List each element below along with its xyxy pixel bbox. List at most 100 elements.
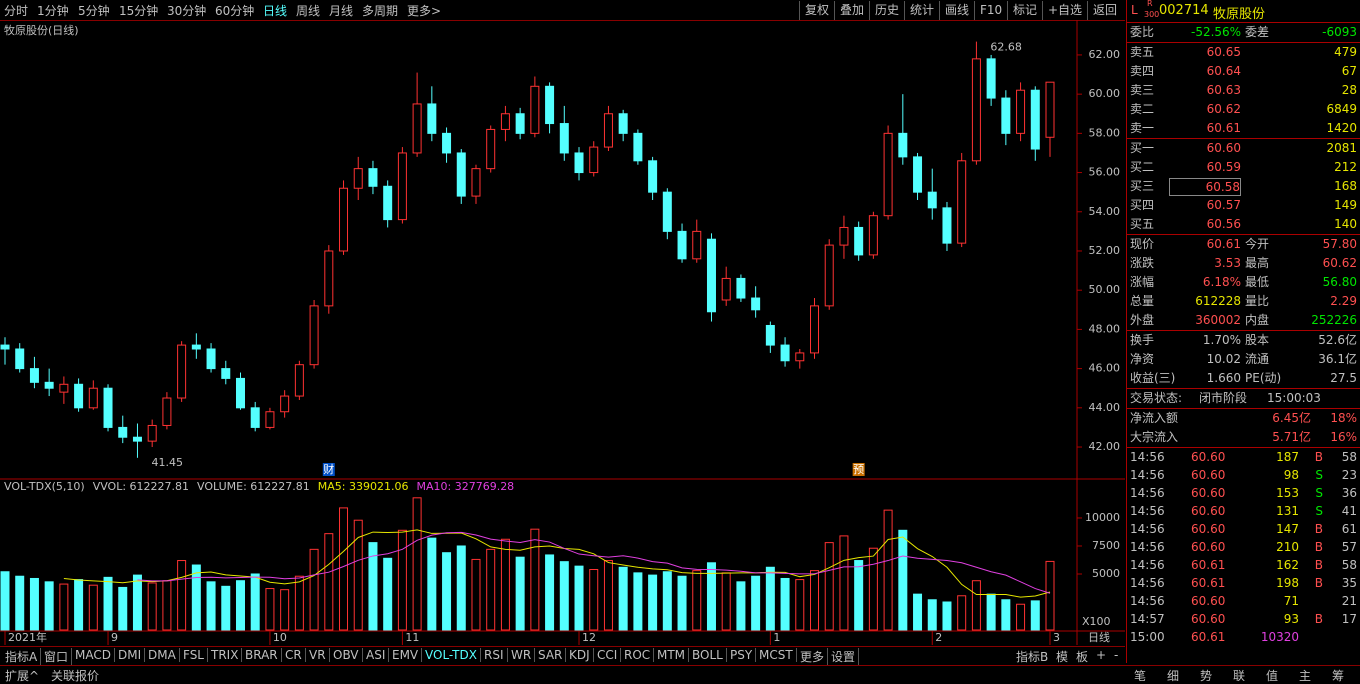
- price: 60.62: [1206, 102, 1241, 116]
- volume-bar: [206, 581, 216, 631]
- toolbar-button[interactable]: 历史: [869, 1, 904, 20]
- indicator-tab[interactable]: VR: [306, 648, 330, 662]
- volume: 28: [1341, 83, 1357, 97]
- volume-bar: [1030, 600, 1040, 631]
- y-tick-label: 56.00: [1089, 166, 1121, 179]
- indicator-tab[interactable]: 指标A: [2, 648, 42, 665]
- period-tab[interactable]: 5分钟: [78, 4, 110, 18]
- volume: 149: [1334, 198, 1357, 212]
- indicator-tab[interactable]: +: [1096, 648, 1107, 662]
- indicator-tab[interactable]: 模: [1056, 650, 1069, 664]
- candle-body: [118, 426, 128, 438]
- indicator-tab[interactable]: CCI: [594, 648, 622, 662]
- indicator-tab[interactable]: DMA: [145, 648, 180, 662]
- quote-tab[interactable]: 细: [1167, 669, 1180, 683]
- quote-tab[interactable]: 联: [1233, 669, 1246, 683]
- quote-tab[interactable]: 主: [1299, 669, 1312, 683]
- indicator-tab[interactable]: 板: [1076, 650, 1089, 664]
- period-tab[interactable]: 60分钟: [215, 4, 255, 18]
- candle-body: [824, 244, 834, 307]
- count: 58: [1341, 558, 1357, 572]
- volume: 210: [1276, 540, 1299, 554]
- chart-title: 牧原股份(日线): [4, 23, 79, 37]
- period-tab[interactable]: 更多>: [407, 4, 442, 18]
- label: 现价: [1130, 237, 1155, 251]
- bottom-tab[interactable]: 关联报价: [51, 669, 100, 683]
- candle-body: [103, 387, 113, 428]
- toolbar-button[interactable]: 叠加: [834, 1, 869, 20]
- indicator-tab[interactable]: BRAR: [242, 648, 282, 662]
- time: 14:56: [1130, 450, 1165, 464]
- price: 60.60: [1191, 468, 1226, 482]
- indicator-tab[interactable]: RSI: [481, 648, 508, 662]
- time: 14:56: [1130, 558, 1165, 572]
- indicator-tab[interactable]: FSL: [180, 648, 208, 662]
- period-tab[interactable]: 日线: [263, 4, 288, 18]
- label: 最高: [1245, 256, 1270, 270]
- y-tick-label: 50.00: [1089, 283, 1121, 296]
- period-tab[interactable]: 多周期: [362, 4, 399, 18]
- indicator-tab[interactable]: 指标B: [1016, 650, 1049, 664]
- quote-tab[interactable]: 值: [1266, 669, 1279, 683]
- indicator-tab[interactable]: SAR: [535, 648, 567, 662]
- indicator-tab[interactable]: EMV: [389, 648, 423, 662]
- indicator-tab[interactable]: KDJ: [566, 648, 594, 662]
- volume-bar: [1001, 599, 1011, 631]
- period-tab[interactable]: 30分钟: [167, 4, 207, 18]
- label: 买五: [1130, 217, 1155, 231]
- volume-bar: [15, 575, 25, 631]
- indicator-tab[interactable]: DMI: [115, 648, 146, 662]
- bottom-tab[interactable]: 扩展^: [5, 669, 40, 683]
- toolbar-button[interactable]: 画线: [939, 1, 974, 20]
- indicator-tab[interactable]: WR: [508, 648, 536, 662]
- indicator-tab[interactable]: MCST: [756, 648, 797, 662]
- indicator-tab[interactable]: BOLL: [689, 648, 727, 662]
- volume-bar: [221, 585, 231, 631]
- toolbar-button[interactable]: 返回: [1087, 1, 1122, 20]
- indicator-tab[interactable]: VOL-TDX: [422, 648, 481, 662]
- toolbar-button[interactable]: 统计: [904, 1, 939, 20]
- quote-row: 委比 -52.56% 委差 -6093: [1127, 23, 1360, 42]
- indicator-tab[interactable]: MTM: [654, 648, 690, 662]
- volume-bar: [957, 595, 967, 631]
- volume-bar: [500, 538, 510, 631]
- toolbar-button[interactable]: 复权: [799, 1, 834, 20]
- indicator-tab[interactable]: 窗口: [41, 648, 73, 665]
- indicator-tab[interactable]: ASI: [363, 648, 390, 662]
- y-tick-label: 62.00: [1089, 48, 1121, 61]
- y-tick-label: 10000: [1085, 511, 1120, 524]
- volume: 98: [1283, 468, 1299, 482]
- period-tab[interactable]: 分时: [4, 4, 29, 18]
- indicator-tab[interactable]: MACD: [72, 648, 115, 662]
- volume-legend: VOL-TDX(5,10): [4, 480, 85, 493]
- candle-body: [15, 348, 25, 370]
- toolbar-button[interactable]: +自选: [1042, 1, 1087, 20]
- indicator-tab[interactable]: OBV: [330, 648, 363, 662]
- volume: 168: [1334, 179, 1357, 193]
- indicator-tab[interactable]: ROC: [621, 648, 655, 662]
- period-tab[interactable]: 周线: [296, 4, 321, 18]
- label: 涨跌: [1130, 256, 1155, 270]
- volume-bar: [942, 601, 952, 631]
- indicator-tab[interactable]: CR: [282, 648, 306, 662]
- indicator-tab[interactable]: 更多: [797, 648, 829, 665]
- period-tab[interactable]: 1分钟: [37, 4, 69, 18]
- indicator-tab[interactable]: 设置: [828, 648, 860, 665]
- quote-header: L R 300 002714 牧原股份: [1127, 0, 1360, 23]
- period-tab[interactable]: 15分钟: [119, 4, 159, 18]
- price: 60.59: [1206, 160, 1241, 174]
- indicator-tab[interactable]: TRIX: [208, 648, 243, 662]
- quote-row: 买三 60.58 168: [1127, 177, 1360, 196]
- label: 流通: [1245, 352, 1270, 366]
- toolbar-button[interactable]: 标记: [1007, 1, 1042, 20]
- indicator-tab[interactable]: -: [1114, 648, 1119, 662]
- quote-tab[interactable]: 势: [1200, 669, 1213, 683]
- price: 60.60: [1191, 540, 1226, 554]
- toolbar-button[interactable]: F10: [974, 1, 1007, 20]
- indicator-tab[interactable]: PSY: [727, 648, 757, 662]
- quote-tab[interactable]: 筹: [1332, 669, 1345, 683]
- quote-tab[interactable]: 笔: [1134, 669, 1147, 683]
- period-tab[interactable]: 月线: [329, 4, 354, 18]
- price: 60.61: [1191, 558, 1226, 572]
